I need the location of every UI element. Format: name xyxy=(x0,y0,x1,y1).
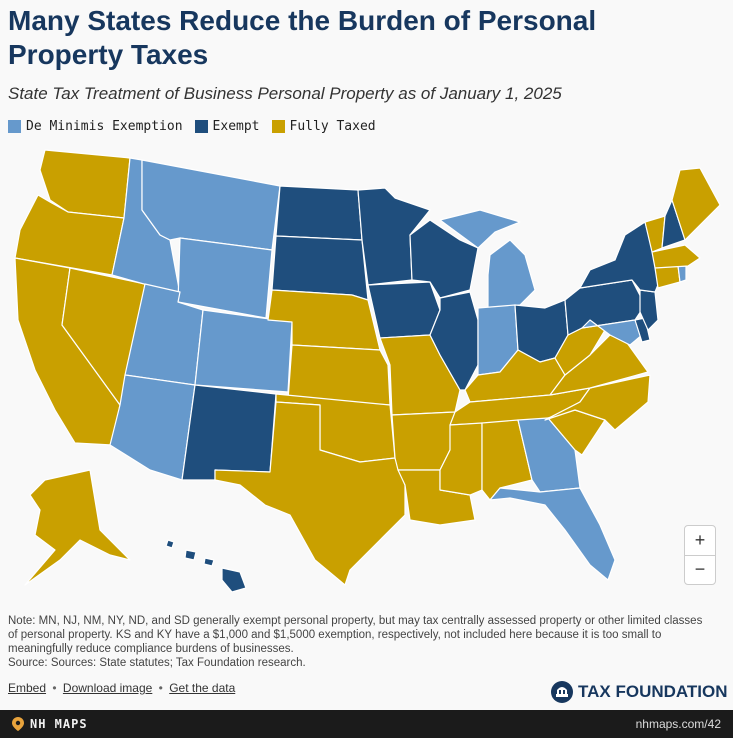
state-nm[interactable] xyxy=(181,384,277,481)
state-az[interactable] xyxy=(109,374,196,481)
link-separator: • xyxy=(158,681,163,695)
state-me[interactable] xyxy=(671,167,721,241)
footer-url[interactable]: nhmaps.com/42 xyxy=(635,717,721,731)
page-title: Many States Reduce the Burden of Persona… xyxy=(8,5,597,70)
legend-item-deminimis[interactable]: De Minimis Exemption xyxy=(8,119,183,134)
legend-swatch-deminimis xyxy=(8,120,21,133)
legend-label-deminimis: De Minimis Exemption xyxy=(26,119,183,134)
us-map xyxy=(0,140,733,610)
state-ia[interactable] xyxy=(367,281,441,339)
footer-bar: NH MAPS nhmaps.com/42 xyxy=(0,710,733,738)
get-data-link[interactable]: Get the data xyxy=(169,681,236,695)
page-subtitle: State Tax Treatment of Business Personal… xyxy=(8,84,562,103)
state-ct[interactable] xyxy=(654,264,681,289)
legend-item-exempt[interactable]: Exempt xyxy=(194,119,260,134)
zoom-controls: + − xyxy=(684,525,716,585)
legend-label-exempt: Exempt xyxy=(212,119,260,134)
map-pin-icon xyxy=(12,717,24,731)
zoom-out-button[interactable]: − xyxy=(694,559,706,580)
state-ks[interactable] xyxy=(287,344,391,406)
legend: De Minimis Exemption Exempt Fully Taxed xyxy=(8,119,376,134)
state-nc[interactable] xyxy=(544,374,651,431)
state-ak[interactable] xyxy=(24,469,131,586)
state-ma[interactable] xyxy=(651,244,701,269)
state-ri[interactable] xyxy=(677,265,687,283)
brand-name: TAX FOUNDATION xyxy=(578,682,728,701)
legend-label-taxed: Fully Taxed xyxy=(289,119,376,134)
state-tx[interactable] xyxy=(214,401,406,586)
download-image-link[interactable]: Download image xyxy=(62,681,153,695)
legend-item-taxed[interactable]: Fully Taxed xyxy=(271,119,376,134)
footer-left[interactable]: NH MAPS xyxy=(12,717,88,731)
action-links: Embed • Download image • Get the data xyxy=(8,681,235,695)
capitol-icon xyxy=(551,681,573,703)
brand-logo[interactable]: TAX FOUNDATION xyxy=(550,680,728,704)
source-text: Source: Sources: State statutes; Tax Fou… xyxy=(8,657,306,669)
embed-link[interactable]: Embed xyxy=(8,681,47,695)
state-hi[interactable] xyxy=(165,539,247,593)
state-co[interactable] xyxy=(194,309,293,393)
state-mt[interactable] xyxy=(141,159,281,251)
state-nd[interactable] xyxy=(275,185,363,241)
state-fl[interactable] xyxy=(489,487,616,581)
state-il[interactable] xyxy=(429,291,479,391)
footnote-text: Note: MN, NJ, NM, NY, ND, and SD general… xyxy=(8,615,703,655)
link-separator: • xyxy=(52,681,57,695)
state-wi[interactable] xyxy=(409,219,479,299)
zoom-in-button[interactable]: + xyxy=(685,526,715,556)
us-map-svg xyxy=(14,149,721,593)
state-mi[interactable] xyxy=(439,209,536,309)
legend-swatch-exempt xyxy=(194,120,208,133)
footer-brand: NH MAPS xyxy=(30,717,88,731)
footnote: Note: MN, NJ, NM, NY, ND, and SD general… xyxy=(8,614,708,670)
legend-swatch-taxed xyxy=(271,120,285,133)
